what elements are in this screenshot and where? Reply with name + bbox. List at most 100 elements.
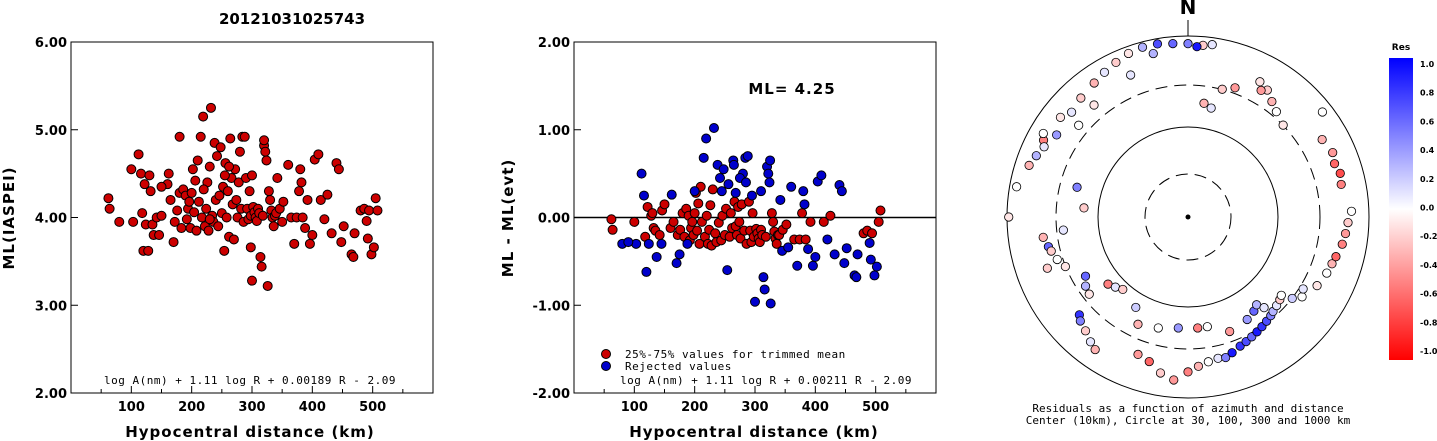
station-point [1039,142,1049,152]
data-point [169,216,180,227]
y-tick-label: -2.00 [533,387,570,402]
y-tick-label: 0.00 [538,212,570,227]
data-point [103,193,114,204]
station-point [1042,263,1052,273]
data-point [212,151,223,162]
y-tick-label: 4.00 [35,212,67,227]
data-point [875,205,886,216]
data-point [623,237,634,248]
data-point [722,265,733,276]
data-point [800,234,811,245]
station-point [1080,326,1091,336]
data-point [708,122,719,133]
data-point [300,223,311,234]
station-point [1322,268,1332,278]
station-point [1038,128,1048,139]
station-point [1327,259,1337,269]
data-point [797,208,808,219]
station-point [1287,293,1297,304]
data-point [746,190,757,201]
station-point [1217,84,1227,94]
x-tick-label: 100 [621,400,648,415]
station-point [1337,239,1347,249]
station-point [1118,284,1128,295]
y-tick-label: 6.00 [35,36,67,51]
data-point [228,234,239,245]
station-point [1298,284,1308,294]
data-point [156,210,167,221]
station-point [1046,246,1056,256]
data-point [260,146,271,157]
data-point [716,186,727,197]
station-point [1085,337,1096,347]
residual-vs-distance-chart: 100 200 300 400 500 -2.00 -1.00 0.00 1.00 2.00 ML… [499,36,937,441]
station-point [1155,368,1166,378]
data-point [225,133,236,144]
data-point [839,258,850,269]
data-point [263,186,274,197]
station-point [1328,147,1338,158]
data-point [871,261,882,272]
data-points [606,122,886,309]
data-point [297,212,308,223]
colorbar-tick-label: 0.8 [1420,89,1435,98]
station-point [1079,203,1089,213]
data-point [139,179,150,190]
circle-30km [1144,173,1232,261]
station-point [1242,314,1252,325]
data-point [289,238,300,249]
station-point [1317,134,1327,145]
station-point [1202,322,1212,332]
colorbar-labels: 1.0 0.8 0.6 0.4 0.2 0.0 -0.2 -0.4 -0.6 -0.8 -1.0 [1420,60,1437,356]
data-point [257,210,268,221]
data-point [803,244,814,255]
data-point [302,194,313,205]
data-point [671,258,682,269]
station-point [1221,352,1231,363]
station-point [1126,70,1136,80]
data-point [783,242,794,253]
data-point [873,216,884,227]
axis-ticks: 100 200 300 400 500 2.00 3.00 4.00 5.00 6.00 [35,36,404,415]
data-point [370,193,381,204]
data-point [764,177,775,188]
station-point [1256,85,1266,95]
data-point [315,194,326,205]
data-point [723,179,734,190]
station-point [1225,326,1235,337]
residual-colorbar: Res 1.0 0.8 0.6 0.4 0.2 0.0 -0.2 -0.4 -0.6 -0.8 -1… [1389,43,1437,360]
data-point [758,272,769,283]
legend-accepted-label: 25%-75% values for trimmed mean [625,348,846,361]
station-point [1335,168,1345,178]
data-point [137,208,148,219]
station-point [1343,217,1353,228]
station-point [1312,281,1322,291]
caption-line-2: Center (10km), Circle at 30, 100, 300 an… [1026,414,1351,427]
data-point [348,251,359,262]
data-point [867,228,878,239]
x-tick-label: 500 [359,400,386,415]
data-point [750,296,760,307]
colorbar-tick-label: -0.4 [1420,261,1437,270]
colorbar-tick-label: -0.2 [1420,232,1437,241]
data-point [247,275,257,286]
data-point [261,155,272,166]
data-point [689,186,700,197]
data-point [864,237,875,248]
station-point [1089,78,1099,88]
data-point [682,238,693,249]
station-point [1213,353,1223,363]
data-point [245,242,256,253]
station-point [1173,323,1183,333]
data-point [768,216,779,227]
data-point [728,159,739,170]
data-point [372,205,383,216]
y-tick-label: 5.00 [35,124,67,139]
data-point [759,284,770,295]
y-tick-label: 3.00 [35,299,67,314]
station-point [1072,182,1082,192]
data-point [326,228,337,239]
data-point [224,161,235,172]
station-point [1206,103,1216,113]
